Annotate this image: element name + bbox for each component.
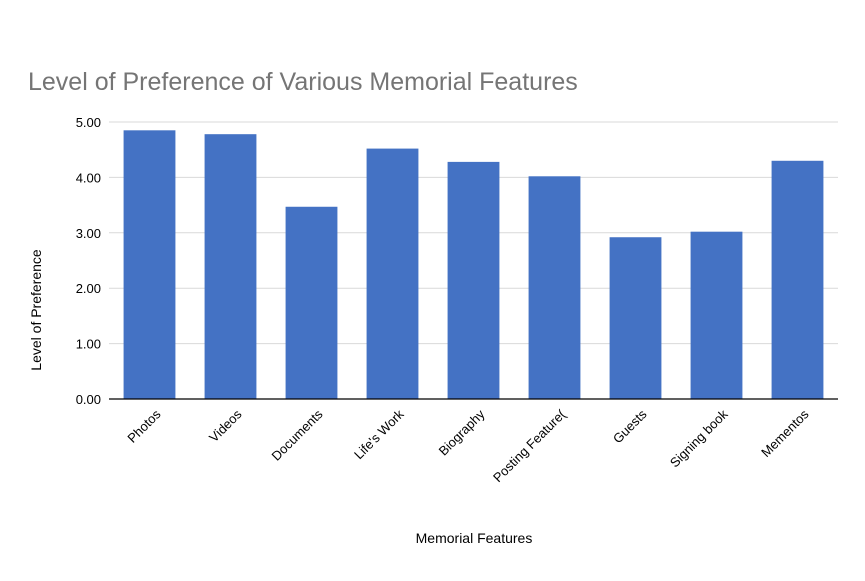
bar-mementos — [771, 160, 824, 399]
y-tick-label: 3.00 — [76, 226, 101, 241]
x-tick-label: Signing book — [667, 406, 731, 470]
y-tick-label: 2.00 — [76, 281, 101, 296]
x-tick-label: Biography — [436, 406, 488, 458]
bars — [123, 130, 824, 400]
y-axis-tick-labels: 0.00 1.00 2.00 3.00 4.00 5.00 — [76, 115, 101, 407]
bar-life-s-work — [366, 148, 419, 399]
x-tick-label: Documents — [269, 406, 326, 463]
bar-signing-book — [690, 231, 743, 399]
x-tick-label: Mementos — [758, 406, 812, 460]
x-tick-label: Life's Work — [351, 406, 407, 462]
x-tick-label: Videos — [206, 406, 245, 445]
bar-videos — [204, 134, 257, 400]
bar-photos — [123, 130, 176, 399]
y-axis-title: Level of Preference — [28, 249, 44, 371]
x-tick-label: Guests — [610, 406, 650, 446]
y-tick-label: 0.00 — [76, 392, 101, 407]
y-tick-label: 1.00 — [76, 337, 101, 352]
x-tick-label: Posting Feature( — [490, 406, 569, 485]
bar-guests — [609, 237, 662, 399]
x-axis-tick-labels: Photos Videos Documents Life's Work Biograph… — [124, 406, 812, 485]
x-tick-label: Photos — [124, 406, 164, 446]
y-tick-label: 4.00 — [76, 170, 101, 185]
bar-posting-feature — [528, 176, 581, 399]
y-tick-label: 5.00 — [76, 115, 101, 130]
chart-title: Level of Preference of Various Memorial … — [28, 68, 578, 96]
bar-documents — [285, 206, 338, 399]
bar-biography — [447, 161, 500, 399]
x-axis-title: Memorial Features — [416, 530, 533, 546]
